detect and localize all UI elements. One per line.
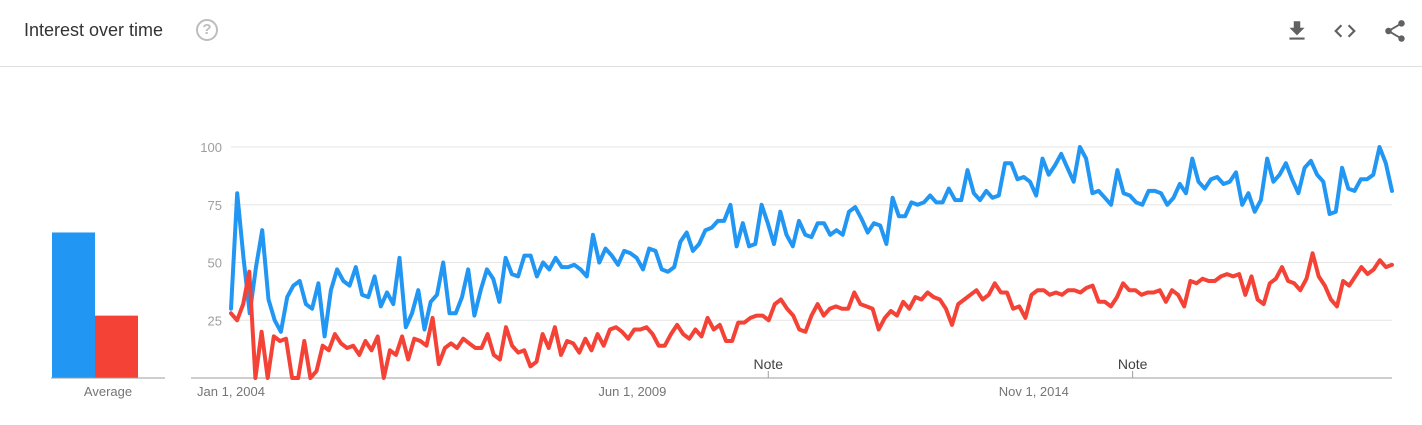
y-tick-label: 100 — [200, 140, 222, 155]
share-icon[interactable] — [1382, 18, 1408, 44]
download-icon[interactable] — [1284, 18, 1310, 44]
x-tick-label: Jun 1, 2009 — [598, 384, 666, 399]
y-tick-label: 25 — [208, 313, 222, 328]
average-bar-1 — [52, 232, 95, 378]
chart-title: Interest over time — [24, 20, 164, 40]
y-tick-label: 50 — [208, 256, 222, 271]
average-label: Average — [84, 384, 132, 399]
note-annotation-1: Note — [753, 356, 783, 372]
note-annotation-2: Note — [1118, 356, 1148, 372]
y-tick-label: 75 — [208, 198, 222, 213]
x-tick-label: Jan 1, 2004 — [197, 384, 265, 399]
average-bar-2 — [95, 315, 138, 378]
embed-code-icon[interactable] — [1332, 18, 1358, 44]
chart-header: Interest over time ? — [0, 0, 1422, 67]
series-line-1 — [229, 145, 1394, 339]
question-circle-icon[interactable]: ? — [196, 19, 218, 41]
series-line-2 — [229, 251, 1394, 380]
x-tick-label: Nov 1, 2014 — [999, 384, 1069, 399]
